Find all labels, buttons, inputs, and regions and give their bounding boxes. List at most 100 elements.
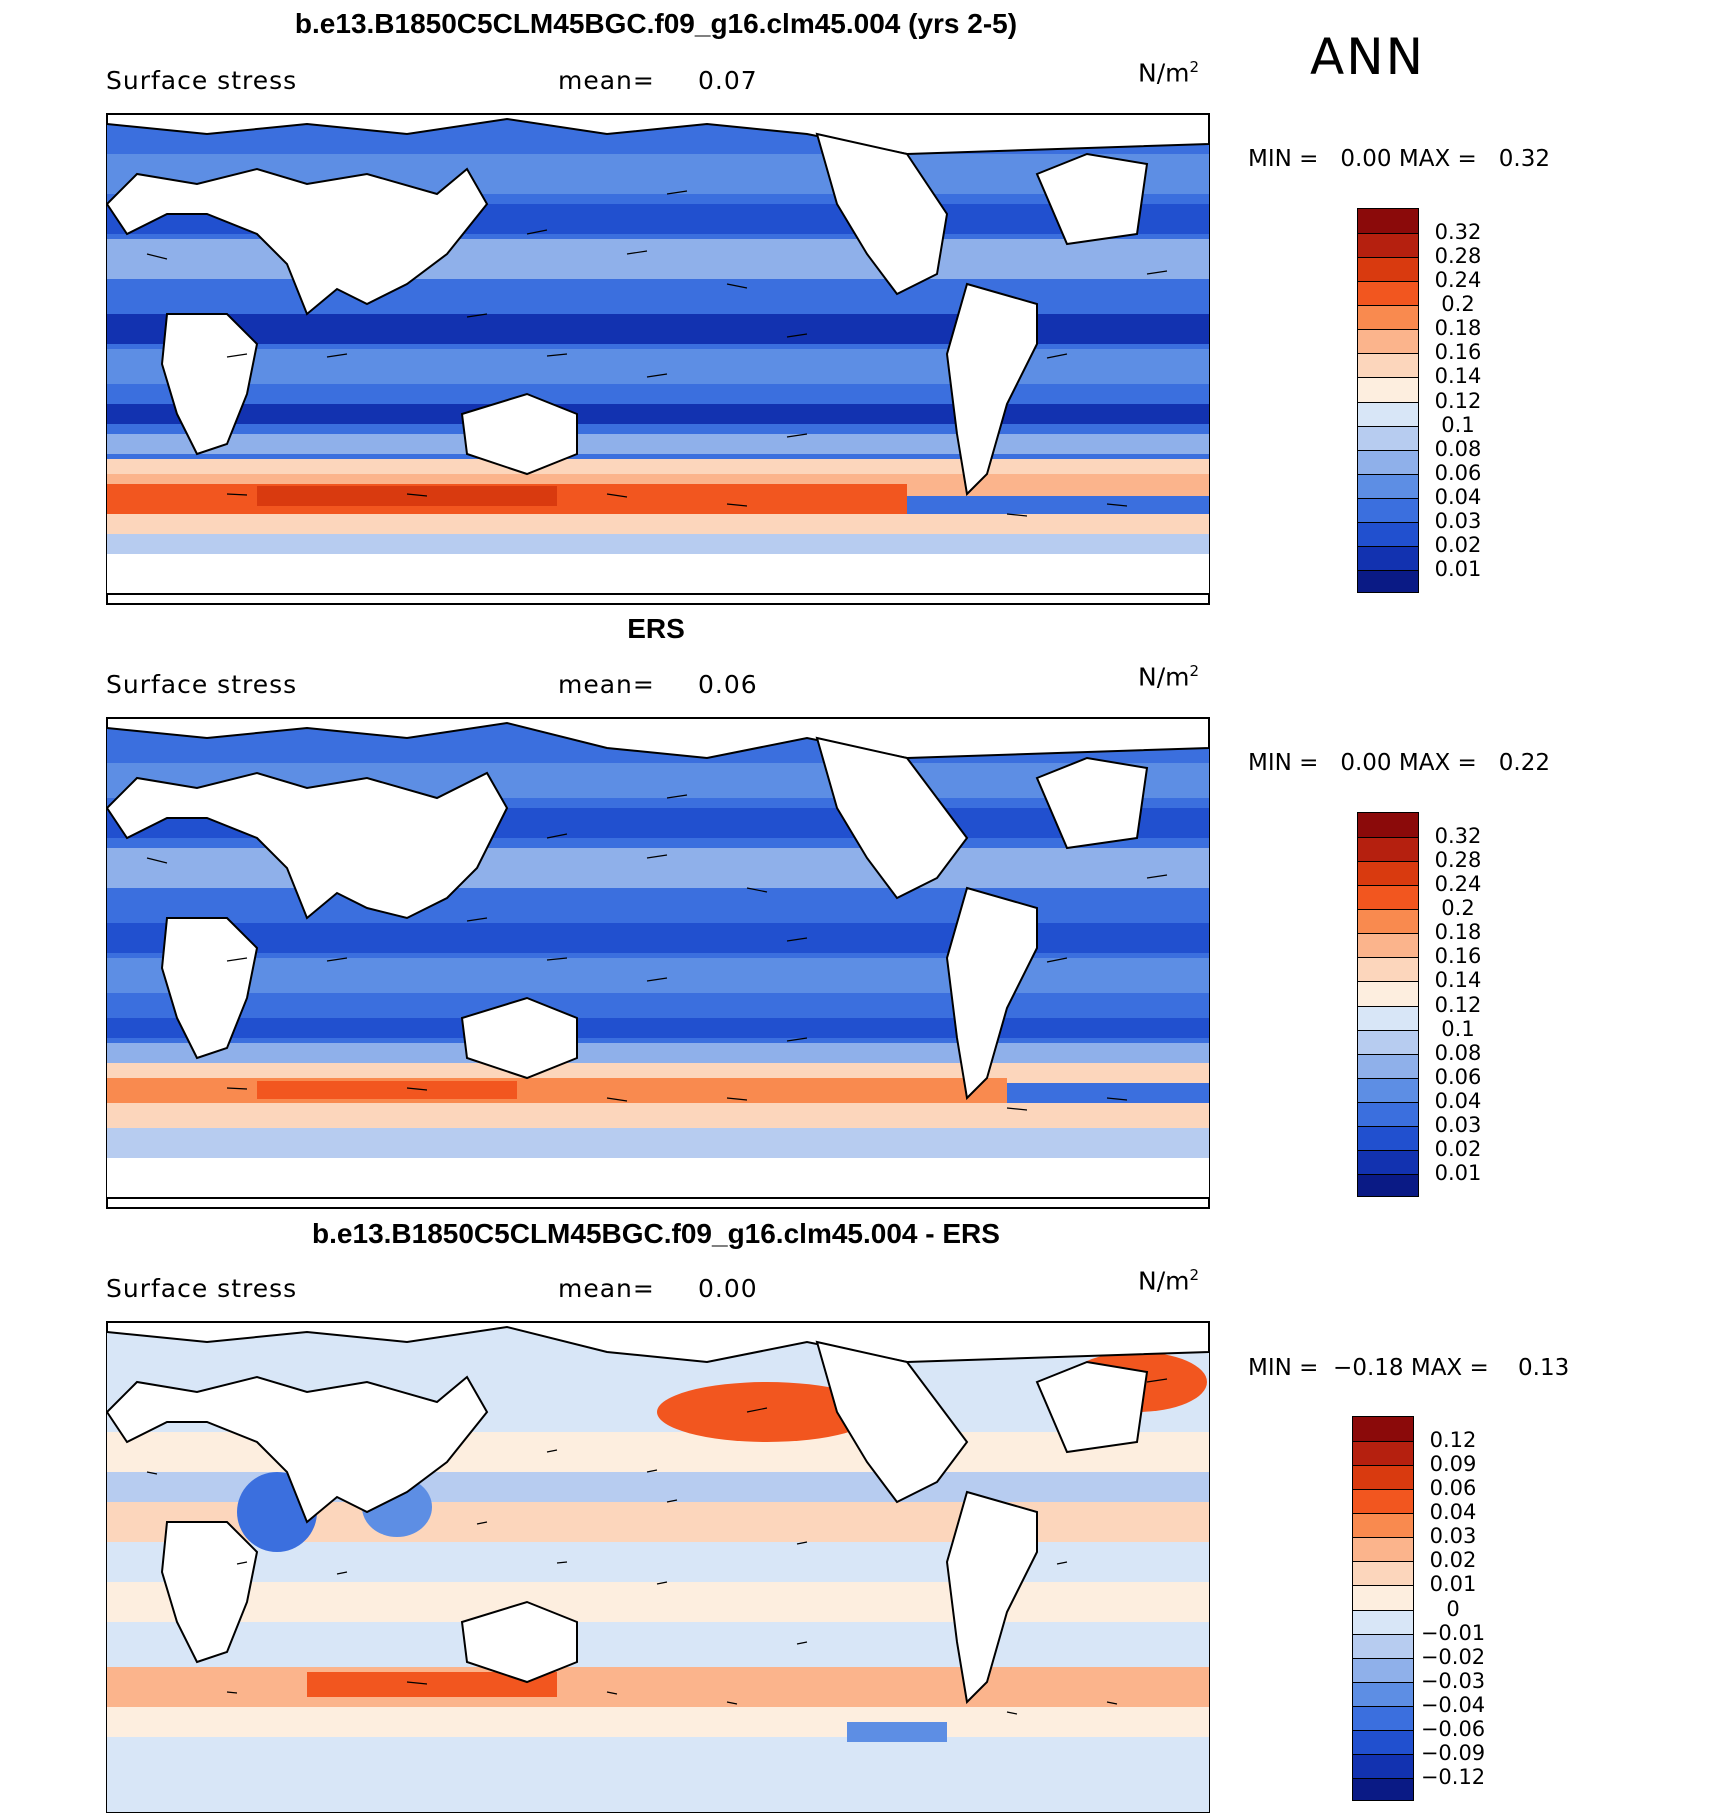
colorbar-swatch bbox=[1353, 1633, 1413, 1658]
panel-2-units: N/m2 bbox=[1138, 662, 1200, 692]
colorbar-swatch bbox=[1358, 837, 1418, 862]
colorbar-swatch bbox=[1358, 981, 1418, 1006]
colorbar-tick-label: 0.14 bbox=[1434, 364, 1482, 389]
colorbar-swatch bbox=[1358, 449, 1418, 474]
colorbar-swatch bbox=[1358, 545, 1418, 570]
colorbar-swatch bbox=[1353, 1561, 1413, 1586]
colorbar-swatch bbox=[1358, 933, 1418, 958]
colorbar-swatch bbox=[1353, 1417, 1413, 1442]
colorbar-swatch bbox=[1358, 1125, 1418, 1150]
panel-3-mean-label: mean= bbox=[558, 1274, 655, 1303]
panel-2-map bbox=[106, 717, 1210, 1209]
colorbar-swatch bbox=[1353, 1657, 1413, 1682]
colorbar-frame bbox=[1352, 1416, 1414, 1801]
colorbar-swatch bbox=[1353, 1441, 1413, 1466]
panel-3-map bbox=[106, 1321, 1210, 1813]
colorbar-swatch bbox=[1353, 1513, 1413, 1538]
colorbar-swatch bbox=[1358, 305, 1418, 330]
colorbar-tick-label: 0.06 bbox=[1434, 1064, 1482, 1089]
colorbar-tick-label: 0.03 bbox=[1434, 508, 1482, 533]
colorbar-swatch bbox=[1353, 1705, 1413, 1730]
colorbar-tick-label: 0.02 bbox=[1434, 1136, 1482, 1161]
colorbar-tick-label: 0.08 bbox=[1434, 436, 1482, 461]
colorbar-swatch bbox=[1358, 377, 1418, 402]
colorbar-swatch bbox=[1358, 957, 1418, 982]
panel-1-variable: Surface stress bbox=[106, 66, 298, 95]
colorbar-tick-label: 0.09 bbox=[1429, 1452, 1477, 1477]
colorbar-tick-label: 0.08 bbox=[1434, 1040, 1482, 1065]
panel-3-variable: Surface stress bbox=[106, 1274, 298, 1303]
colorbar-tick-label: 0.18 bbox=[1434, 316, 1482, 341]
colorbar-swatch bbox=[1358, 401, 1418, 426]
panel-3-field bbox=[107, 1322, 1209, 1812]
colorbar-tick-label: −0.09 bbox=[1420, 1740, 1486, 1765]
panel-1-field bbox=[107, 114, 1209, 604]
colorbar-tick-label: 0.03 bbox=[1429, 1524, 1477, 1549]
colorbar-swatch bbox=[1358, 521, 1418, 546]
colorbar-tick-label: 0.28 bbox=[1434, 244, 1482, 269]
colorbar-tick-label: 0.01 bbox=[1434, 556, 1482, 581]
colorbar-swatch bbox=[1353, 1777, 1413, 1800]
colorbar-swatch bbox=[1358, 1077, 1418, 1102]
colorbar-swatch bbox=[1358, 281, 1418, 306]
panel-2-minmax: MIN = 0.00 MAX = 0.22 bbox=[1248, 750, 1550, 776]
colorbar-swatch bbox=[1353, 1465, 1413, 1490]
panel-1-title: b.e13.B1850C5CLM45BGC.f09_g16.clm45.004 … bbox=[294, 8, 1018, 39]
colorbar-tick-label: −0.03 bbox=[1420, 1668, 1486, 1693]
colorbar-tick-label: 0.03 bbox=[1434, 1112, 1482, 1137]
colorbar-swatch bbox=[1358, 425, 1418, 450]
colorbar-swatch bbox=[1358, 1101, 1418, 1126]
panel-2-mean-label: mean= bbox=[558, 670, 655, 699]
colorbar-frame bbox=[1357, 812, 1419, 1197]
colorbar-tick-label: 0.01 bbox=[1429, 1572, 1477, 1597]
colorbar-swatch bbox=[1353, 1753, 1413, 1778]
colorbar-tick-label: −0.04 bbox=[1420, 1692, 1486, 1717]
panel-1-colorbar: 0.32 0.28 0.24 0.2 0.18 0.16 0.14 0.12 0.1 0.08 0.… bbox=[1357, 208, 1481, 593]
colorbar-swatch bbox=[1358, 1149, 1418, 1174]
colorbar-tick-label: 0.16 bbox=[1434, 944, 1482, 969]
colorbar-tick-label: 0.04 bbox=[1434, 484, 1482, 509]
colorbar-swatch bbox=[1358, 353, 1418, 378]
panel-2-title: ERS bbox=[627, 613, 685, 644]
panel-1-minmax: MIN = 0.00 MAX = 0.32 bbox=[1248, 146, 1550, 172]
colorbar-tick-label: −0.02 bbox=[1420, 1644, 1486, 1669]
panel-3-title: b.e13.B1850C5CLM45BGC.f09_g16.clm45.004 … bbox=[312, 1218, 1000, 1249]
colorbar-tick-label: 0.28 bbox=[1434, 848, 1482, 873]
colorbar-swatch bbox=[1353, 1489, 1413, 1514]
colorbar-swatch bbox=[1353, 1609, 1413, 1634]
colorbar-swatch bbox=[1358, 257, 1418, 282]
colorbar-swatch bbox=[1353, 1585, 1413, 1610]
colorbar-swatch bbox=[1358, 329, 1418, 354]
colorbar-tick-label: 0.14 bbox=[1434, 968, 1482, 993]
colorbar-tick-label: 0.32 bbox=[1434, 824, 1482, 849]
colorbar-swatch bbox=[1358, 813, 1418, 838]
colorbar-swatch bbox=[1358, 861, 1418, 886]
panel-1-mean-label: mean= bbox=[558, 66, 655, 95]
panel-2-mean-value: 0.06 bbox=[698, 670, 758, 699]
colorbar-swatch bbox=[1353, 1681, 1413, 1706]
panel-2-colorbar: 0.32 0.28 0.24 0.2 0.18 0.16 0.14 0.12 0.1 0.08 0.… bbox=[1357, 812, 1481, 1197]
panel-2-field bbox=[107, 718, 1209, 1208]
colorbar-tick-label: 0.24 bbox=[1434, 872, 1482, 897]
colorbar-swatch bbox=[1358, 1053, 1418, 1078]
colorbar-tick-label: 0.1 bbox=[1441, 1016, 1475, 1041]
panel-3-units: N/m2 bbox=[1138, 1266, 1200, 1296]
colorbar-tick-label: 0.02 bbox=[1434, 532, 1482, 557]
panel-3-colorbar: 0.12 0.09 0.06 0.04 0.03 0.02 0.01 0 −0.01 −0.02−… bbox=[1352, 1416, 1485, 1801]
colorbar-tick-label: 0.2 bbox=[1441, 292, 1475, 317]
colorbar-swatch bbox=[1353, 1729, 1413, 1754]
colorbar-swatch bbox=[1358, 569, 1418, 592]
colorbar-tick-label: 0.12 bbox=[1434, 388, 1482, 413]
colorbar-swatch bbox=[1358, 909, 1418, 934]
colorbar-swatch bbox=[1358, 233, 1418, 258]
colorbar-swatch bbox=[1358, 209, 1418, 234]
colorbar-tick-label: −0.06 bbox=[1420, 1716, 1486, 1741]
colorbar-tick-label: 0.24 bbox=[1434, 268, 1482, 293]
colorbar-tick-label: −0.12 bbox=[1420, 1764, 1486, 1789]
panel-1-units: N/m2 bbox=[1138, 58, 1200, 88]
colorbar-tick-label: 0.12 bbox=[1429, 1428, 1477, 1453]
colorbar-tick-label: 0.02 bbox=[1429, 1548, 1477, 1573]
colorbar-swatch bbox=[1358, 885, 1418, 910]
colorbar-frame bbox=[1357, 208, 1419, 593]
colorbar-swatch bbox=[1358, 1029, 1418, 1054]
